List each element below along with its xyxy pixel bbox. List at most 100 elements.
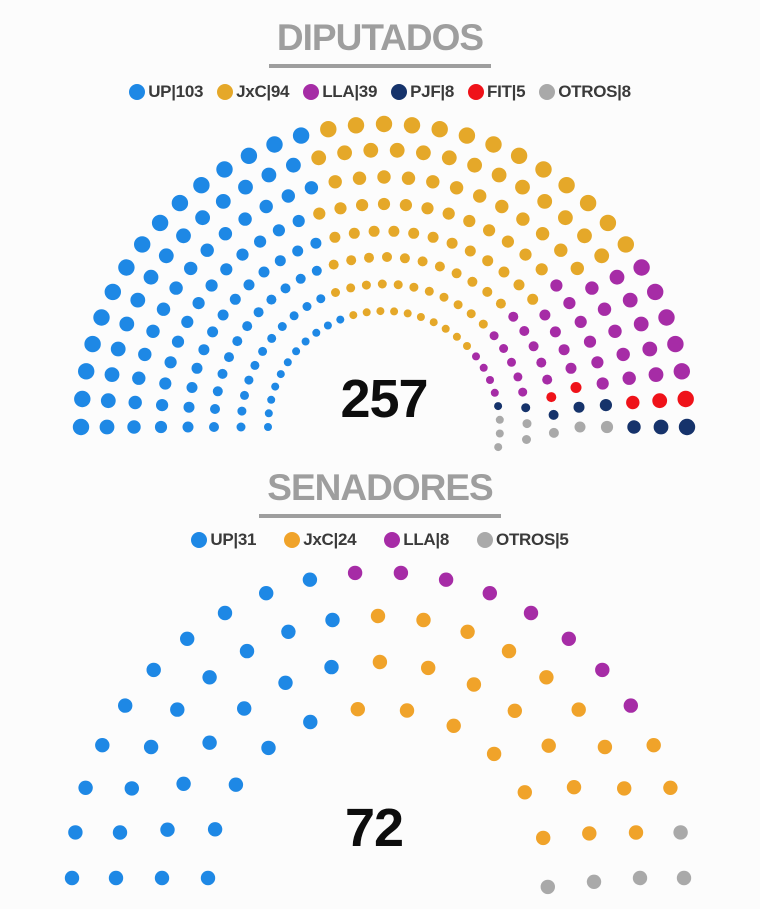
seat-dot [508, 311, 519, 322]
seat-dot [393, 565, 409, 581]
legend-dot-jxc [217, 84, 234, 100]
seat-dot [186, 382, 198, 393]
seat-dot [250, 360, 260, 370]
seat-dot [617, 236, 634, 253]
seat-dot [347, 565, 363, 581]
seat-dot [510, 147, 528, 164]
seat-dot [599, 399, 613, 412]
seat-dot [646, 738, 661, 753]
seat-dot [119, 316, 135, 332]
seat-dot [254, 235, 267, 248]
seat-dot [441, 150, 457, 166]
seat-dot [156, 302, 171, 316]
seat-dot [678, 418, 696, 436]
seat-dot [377, 170, 391, 184]
seat-dot [218, 227, 233, 241]
seat-dot [348, 227, 360, 239]
seat-dot [441, 324, 450, 333]
seat-dot [258, 346, 268, 356]
seat-dot [535, 227, 550, 241]
seat-dot [479, 363, 488, 372]
seat-dot [627, 420, 641, 434]
legend-label-up: UP|103 [148, 82, 204, 101]
seat-dot [191, 362, 203, 374]
seat-dot [237, 406, 247, 416]
seat-dot [658, 309, 675, 326]
seat-dot [346, 283, 356, 293]
seat-dot [408, 227, 420, 239]
seat-dot [633, 259, 650, 276]
seat-dot [78, 363, 95, 380]
seat-dot [64, 870, 80, 886]
seat-dot [128, 395, 142, 410]
seat-dot [375, 115, 393, 133]
seat-dot [393, 280, 403, 290]
seat-dot [181, 315, 194, 328]
seat-dot [377, 197, 391, 211]
seat-dot [527, 293, 539, 305]
senadores-hemicycle-chart: 72 [64, 565, 692, 895]
seat-dot [517, 785, 532, 800]
seat-dot [574, 421, 586, 433]
seat-dot [74, 390, 91, 408]
seat-dot [416, 145, 431, 161]
seat-dot [583, 335, 597, 348]
legend-item-lla: LLA|8 [384, 530, 449, 550]
seat-dot [515, 179, 530, 195]
seat-dot [110, 341, 126, 357]
legend-item-fit: FIT|5 [468, 82, 526, 102]
seat-dot [446, 237, 458, 249]
seat-dot [403, 117, 421, 134]
seat-dot [483, 224, 496, 237]
legend-item-up: UP|103 [129, 82, 203, 102]
seat-dot [259, 586, 274, 601]
seat-dot [518, 387, 528, 397]
seat-dot [200, 870, 216, 886]
seat-dot [478, 319, 488, 329]
seat-dot [535, 161, 552, 178]
seat-dot [238, 212, 252, 226]
seat-dot [586, 874, 602, 889]
seat-dot [158, 248, 174, 264]
seat-dot [427, 231, 439, 243]
seat-dot [258, 266, 270, 278]
seat-dot [331, 288, 340, 297]
seat-dot [363, 142, 379, 158]
seat-dot [452, 332, 461, 341]
seat-dot [388, 225, 400, 237]
seat-dot [169, 281, 183, 295]
seat-dot [622, 292, 638, 308]
seat-dot [513, 279, 525, 291]
seat-dot [570, 382, 582, 393]
seat-dot [642, 341, 658, 357]
legend-label-pjf: PJF|8 [410, 82, 455, 101]
seat-dot [370, 608, 386, 624]
seat-dot [292, 214, 305, 228]
seat-dot [617, 781, 632, 796]
seat-dot [143, 269, 159, 285]
seat-dot [239, 643, 255, 659]
seat-dot [320, 121, 337, 138]
seat-dot [224, 352, 234, 363]
seat-dot [574, 315, 587, 328]
seat-dot [429, 318, 438, 327]
legend-item-jxc: JxC|24 [284, 530, 357, 550]
seat-dot [202, 670, 217, 685]
seat-dot [207, 822, 223, 837]
seat-dot [198, 344, 210, 356]
seat-dot [217, 368, 228, 379]
seat-dot [535, 263, 548, 276]
seat-dot [565, 362, 577, 374]
seat-dot [151, 214, 169, 232]
seat-dot [597, 739, 613, 755]
seat-dot [467, 157, 482, 173]
seat-dot [431, 121, 448, 138]
diputados-title: DIPUTADOS [0, 17, 760, 68]
seat-dot [289, 311, 299, 321]
seat-dot [229, 293, 241, 305]
seat-dot [170, 702, 185, 717]
seat-dot [95, 738, 110, 753]
seat-dot [104, 283, 122, 301]
seat-dot [582, 826, 597, 841]
legend-item-up: UP|31 [191, 530, 257, 550]
